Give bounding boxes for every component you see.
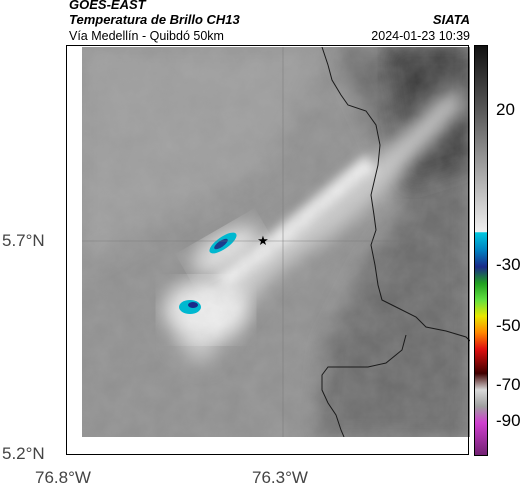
cold-cloud-core-south: [179, 300, 201, 314]
station-marker-icon: ★: [257, 234, 269, 249]
lat-tick-label-5-2: 5.2°N: [2, 444, 45, 463]
colorbar-tick-minus-90: -90: [496, 411, 521, 430]
lon-tick-label-76-3: 76.3°W: [252, 468, 308, 487]
lat-tick-label-5-7: 5.7°N: [2, 231, 45, 250]
lon-tick-label-76-8: 76.8°W: [35, 468, 91, 487]
boundary-line-south: [321, 334, 407, 437]
brightness-temperature-map: ★: [66, 45, 470, 456]
colorbar-tick-minus-50: -50: [496, 316, 521, 335]
boundary-line: [321, 47, 470, 342]
region-subtitle: Vía Medellín - Quibdó 50km: [69, 29, 224, 43]
colorbar-tick-minus-70: -70: [496, 375, 521, 394]
organization-label: SIATA: [432, 12, 470, 27]
product-title: Temperatura de Brillo CH13: [69, 12, 240, 27]
colorbar-tick-20: 20: [496, 100, 515, 119]
satellite-title: GOES-EAST: [69, 0, 146, 12]
datetime-label: 2024-01-23 10:39: [371, 29, 470, 43]
temperature-colorbar: [474, 45, 488, 456]
colorbar-tick-minus-30: -30: [496, 255, 521, 274]
cold-cloud-core-north: [209, 232, 237, 254]
